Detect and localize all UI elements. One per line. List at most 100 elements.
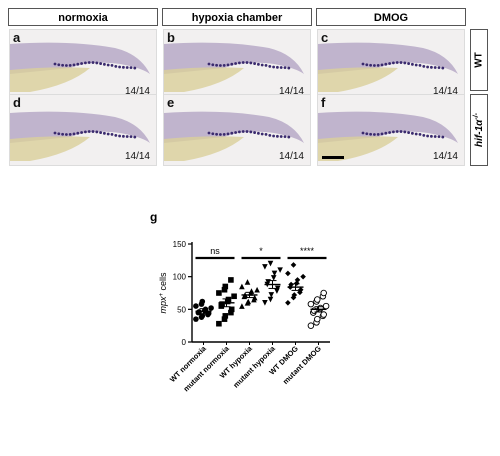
stained-cell [287,66,291,70]
image-panel-b: b 14/14 [163,29,311,101]
panel-count: 14/14 [124,151,150,162]
data-point [262,264,268,270]
y-axis-label: mpx+ cells [158,272,168,314]
stained-cell [114,133,118,137]
row-label-wt: WT [470,29,488,91]
stained-cell [133,66,137,70]
significance-label: **** [300,246,315,256]
embryo-image [318,111,458,161]
panel-count: 14/14 [124,86,150,97]
stained-cell [437,66,441,70]
stained-cell [238,61,241,65]
stained-cell [426,134,429,138]
stained-cell [118,134,121,138]
yolk-sac [318,136,398,161]
stained-cell [276,134,279,138]
stained-cell [207,62,211,66]
stained-cell [133,135,137,139]
yolk-sac [10,136,90,161]
stained-cell [241,130,245,133]
stained-cell [99,62,102,65]
stained-cell [230,62,234,66]
stained-cell [426,65,429,69]
stained-cell [411,62,414,66]
stained-cell [68,132,72,136]
data-point [297,286,304,293]
data-point [221,316,228,322]
stained-cell [430,65,433,69]
stained-cell [84,130,87,134]
stained-cell [388,131,391,134]
panel-count: 14/14 [278,86,304,97]
stained-cell [230,131,234,135]
stained-cell [87,61,91,64]
stained-cell [392,130,395,134]
yolk-sac [318,67,398,92]
stained-cell [268,133,272,137]
data-point [222,283,229,290]
stained-cell [125,135,129,138]
stained-cell [129,135,133,139]
image-panel-c: c 14/14 [317,29,465,101]
stained-cell [122,134,125,138]
embryo-body [318,42,458,74]
stained-cell [57,132,61,136]
stained-cell [422,133,426,137]
data-point [294,277,301,283]
image-panel-e: e 14/14 [163,94,311,166]
stained-cell [249,130,253,134]
stained-cell [380,132,384,136]
stained-cell [407,131,410,134]
data-point [314,315,321,323]
stained-cell [433,66,437,69]
data-point [277,267,283,273]
data-point [251,294,258,301]
stained-cell [91,61,95,64]
data-point [322,302,330,310]
embryo-image [10,111,150,161]
data-point [307,322,315,329]
stained-cell [91,130,95,133]
stained-cell [245,130,249,133]
data-point [297,289,303,296]
stained-cell [234,131,237,134]
data-point [285,270,291,277]
data-point [199,313,206,319]
significance-label: ns [210,246,220,256]
y-tick-label: 150 [173,240,187,249]
embryo-body [318,111,458,143]
stained-cell [403,130,407,134]
stained-cell [441,66,445,70]
stained-cell [392,61,395,65]
stained-cell [114,64,118,68]
stained-cell [215,132,218,136]
stained-cell [80,131,83,134]
stained-cell [384,131,388,135]
stained-cell [403,61,407,65]
stained-cell [72,132,76,136]
series-group [239,279,260,309]
stained-cell [249,61,253,65]
column-header-dmog: DMOG [316,8,466,26]
stained-cell [241,61,245,64]
stained-cell [414,63,418,67]
data-point [228,309,234,316]
stained-cell [433,135,437,138]
stained-cell [57,63,61,67]
data-point [225,296,232,303]
data-point [262,300,268,306]
stained-cell [87,130,91,133]
stained-cell [215,63,218,67]
yolk-sac [164,136,244,161]
stained-cell [222,132,226,136]
data-point [268,292,275,298]
stained-cell [129,66,133,70]
panel-letter: b [167,30,175,45]
data-point [228,306,235,313]
stained-cell [365,63,369,67]
y-tick-label: 100 [173,273,187,282]
stained-cell [222,63,226,67]
stained-cell [125,66,129,69]
stained-cell [264,64,268,67]
stained-cell [211,132,215,136]
